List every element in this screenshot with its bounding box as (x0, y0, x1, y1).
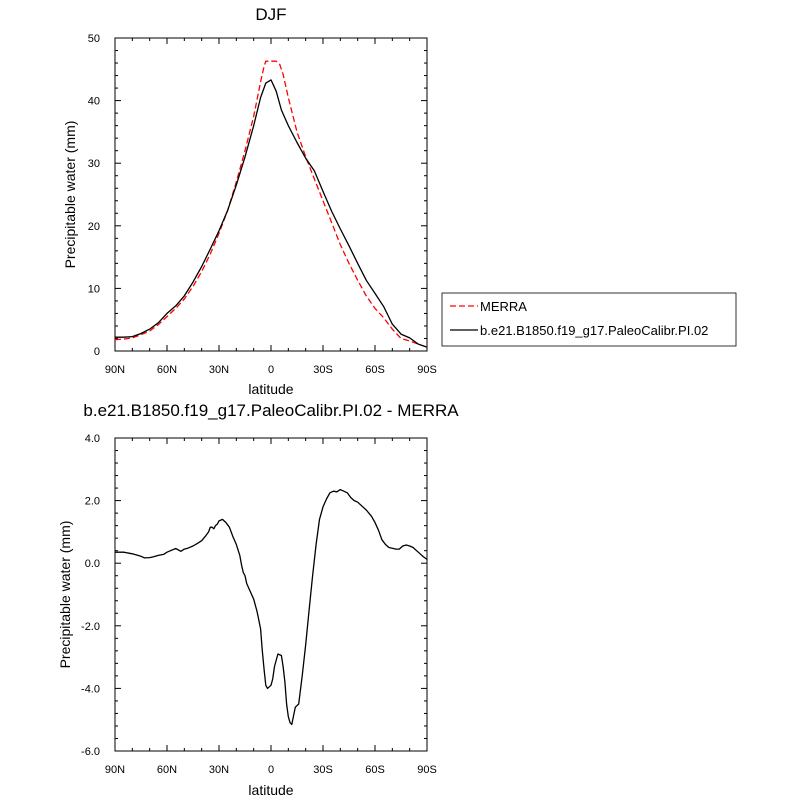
bottom-x-tick-label: 30S (313, 764, 333, 776)
bottom-x-tick-label: 0 (268, 764, 274, 776)
bottom-series-line-0 (115, 488, 428, 726)
bottom-y-axis-title: Precipitable water (mm) (57, 521, 73, 669)
legend-label-model: b.e21.B1850.f19_g17.PaleoCalibr.PI.02 (480, 323, 708, 338)
bottom-x-tick-label: 60N (157, 764, 177, 776)
bottom-y-tick-label: -6.0 (81, 746, 100, 758)
bottom-panel: b.e21.B1850.f19_g17.PaleoCalibr.PI.02 - … (57, 401, 459, 798)
top-x-tick-label: 90S (417, 364, 437, 376)
bottom-x-axis-title: latitude (248, 782, 293, 798)
top-series-line-b-e21-b1850-f19-g17-paleocalibr-pi-02 (115, 79, 428, 348)
bottom-x-ticks: 90N 60N 30N 0 30S 60S 90S (105, 438, 437, 776)
top-y-tick-label: 0 (94, 346, 100, 358)
top-x-ticks: 90N 60N 30N 0 30S 60S 90S (105, 38, 437, 376)
top-x-tick-label: 60S (365, 364, 385, 376)
top-panel: DJF 90N 60N 30N 0 30S 60S 90S 0 10 20 30 40 50 lati… (62, 5, 737, 397)
legend-label-merra: MERRA (480, 299, 527, 314)
bottom-y-tick-label: 2.0 (85, 496, 100, 508)
top-x-axis-title: latitude (248, 381, 293, 397)
bottom-y-tick-label: -2.0 (81, 621, 100, 633)
top-x-tick-label: 30N (209, 364, 229, 376)
top-x-tick-label: 60N (157, 364, 177, 376)
bottom-chart-title: b.e21.B1850.f19_g17.PaleoCalibr.PI.02 - … (83, 401, 459, 420)
top-chart-title: DJF (255, 5, 286, 24)
legend: MERRA b.e21.B1850.f19_g17.PaleoCalibr.PI… (441, 292, 737, 347)
bottom-y-tick-label: 0.0 (85, 558, 100, 570)
top-y-tick-label: 40 (88, 96, 100, 108)
top-y-ticks: 0 10 20 30 40 50 (88, 33, 427, 358)
bottom-x-tick-label: 90N (105, 764, 125, 776)
bottom-x-tick-label: 30N (209, 764, 229, 776)
bottom-x-tick-label: 60S (365, 764, 385, 776)
bottom-x-tick-label: 90S (417, 764, 437, 776)
top-x-tick-label: 90N (105, 364, 125, 376)
top-series-line-merra (114, 60, 428, 348)
top-y-tick-label: 20 (88, 221, 100, 233)
top-plot-frame (114, 37, 428, 352)
top-y-tick-label: 30 (88, 158, 100, 170)
bottom-y-tick-label: 4.0 (85, 433, 100, 445)
top-series-lines (114, 60, 428, 348)
bottom-y-tick-label: -4.0 (81, 683, 100, 695)
bottom-plot-frame (114, 437, 428, 752)
bottom-series-lines (115, 488, 428, 726)
top-y-tick-label: 10 (88, 283, 100, 295)
bottom-y-ticks: -6.0 -4.0 -2.0 0.0 2.0 4.0 (81, 433, 427, 758)
top-x-tick-label: 30S (313, 364, 333, 376)
top-x-tick-label: 0 (268, 364, 274, 376)
top-y-axis-title: Precipitable water (mm) (62, 121, 78, 269)
top-y-tick-label: 50 (88, 33, 100, 45)
legend-box (441, 292, 737, 347)
